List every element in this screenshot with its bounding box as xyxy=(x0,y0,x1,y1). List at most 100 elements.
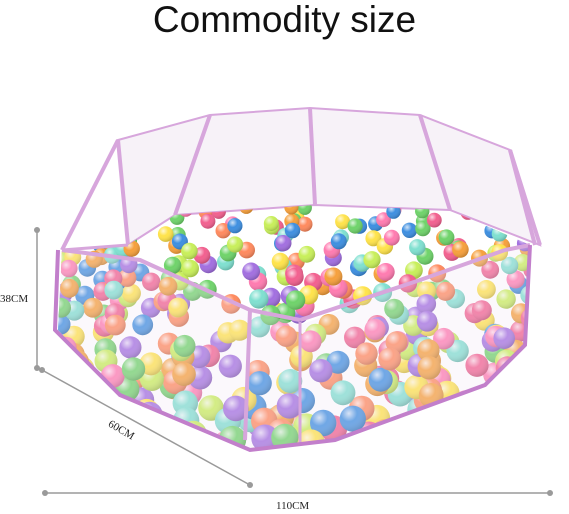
ball-shading xyxy=(103,205,118,216)
ball xyxy=(495,400,522,427)
ball-shading xyxy=(439,432,468,450)
ball xyxy=(408,418,436,445)
ball-shading xyxy=(58,386,80,412)
ball xyxy=(418,428,446,450)
ball-shading xyxy=(168,297,189,318)
ball xyxy=(501,389,527,415)
ball xyxy=(58,432,84,450)
ball xyxy=(495,373,521,398)
ball-shading xyxy=(275,235,292,252)
ball-shading xyxy=(172,362,196,387)
ball-shading xyxy=(193,246,211,264)
ball-shading xyxy=(218,354,242,378)
ball-shading xyxy=(278,369,303,393)
ball-shading xyxy=(417,356,441,380)
ball-shading xyxy=(142,272,161,291)
ball-shading xyxy=(482,388,508,414)
ball-shading xyxy=(445,398,472,425)
ball-shading xyxy=(58,381,80,407)
ball-shading xyxy=(364,318,386,340)
ball xyxy=(424,415,452,443)
ball-shading xyxy=(524,399,530,426)
ball xyxy=(487,425,516,450)
ball-shading xyxy=(298,245,316,263)
width-label: 110CM xyxy=(276,500,310,512)
ball xyxy=(521,375,530,400)
ball-shading xyxy=(457,414,484,442)
ball xyxy=(84,418,112,446)
ball-shading xyxy=(58,430,76,450)
ball-shading xyxy=(444,428,472,450)
ball-shading xyxy=(500,256,519,275)
ball xyxy=(368,426,396,450)
ball xyxy=(512,401,530,428)
ball xyxy=(419,416,447,444)
ball-shading xyxy=(487,425,516,450)
ball xyxy=(58,430,76,450)
ball-shading xyxy=(297,205,312,215)
ball xyxy=(58,345,74,369)
ball-shading xyxy=(512,401,530,428)
ball-shading xyxy=(132,314,154,336)
ball-shading xyxy=(139,352,163,376)
ball-shading xyxy=(309,359,333,383)
ball-shading xyxy=(449,425,477,450)
ball-shading xyxy=(438,229,455,246)
ball-shading xyxy=(471,300,492,321)
ball-shading xyxy=(330,380,356,406)
ball-shading xyxy=(417,339,440,362)
ball xyxy=(58,381,80,407)
ball xyxy=(407,413,435,441)
ball-shading xyxy=(501,389,527,415)
ball xyxy=(58,387,81,413)
ball-shading xyxy=(511,410,530,438)
ball-shading xyxy=(88,205,103,214)
ball-shading xyxy=(477,280,496,299)
ball-shading xyxy=(58,387,81,413)
ball xyxy=(58,386,80,412)
ball-shading xyxy=(58,345,74,369)
ball-shading xyxy=(368,426,396,450)
page-title: Commodity size xyxy=(152,0,417,40)
ball-shading xyxy=(521,353,530,377)
ball-shading xyxy=(271,252,289,270)
ball-shading xyxy=(385,331,408,354)
ball xyxy=(521,353,530,377)
ball-shading xyxy=(299,330,322,353)
dimension-lines xyxy=(34,227,553,496)
ball-shading xyxy=(58,432,84,450)
ball-shading xyxy=(344,326,366,349)
ball-shading xyxy=(263,216,279,231)
ball-shading xyxy=(452,241,469,258)
ball-shading xyxy=(384,431,413,450)
ball xyxy=(88,205,103,214)
ball-shading xyxy=(226,236,244,253)
ball-shading xyxy=(215,223,231,239)
ball-shading xyxy=(424,415,452,443)
ball-shading xyxy=(511,388,530,414)
ball xyxy=(71,407,99,434)
ball-shading xyxy=(71,407,99,434)
ball xyxy=(511,388,530,414)
back-mesh-walls xyxy=(116,106,542,247)
ball-shading xyxy=(521,375,530,400)
ball-shading xyxy=(376,212,391,228)
ball-shading xyxy=(84,418,112,446)
ball-shading xyxy=(523,354,530,378)
ball-shading xyxy=(158,277,178,296)
ball-shading xyxy=(384,298,405,319)
ball-shading xyxy=(104,280,124,300)
ball-shading xyxy=(355,342,378,365)
ball-shading xyxy=(121,357,146,381)
ball-shading xyxy=(419,416,447,444)
ball-shading xyxy=(416,294,437,314)
ball xyxy=(449,425,477,450)
ball-shading xyxy=(118,268,137,287)
ball-shading xyxy=(58,395,84,422)
ball-shading xyxy=(284,222,301,239)
ball-shading xyxy=(433,327,455,350)
ball-shading xyxy=(181,242,198,260)
ball-shading xyxy=(513,254,530,272)
ball xyxy=(511,418,530,446)
ball-shading xyxy=(58,314,71,335)
